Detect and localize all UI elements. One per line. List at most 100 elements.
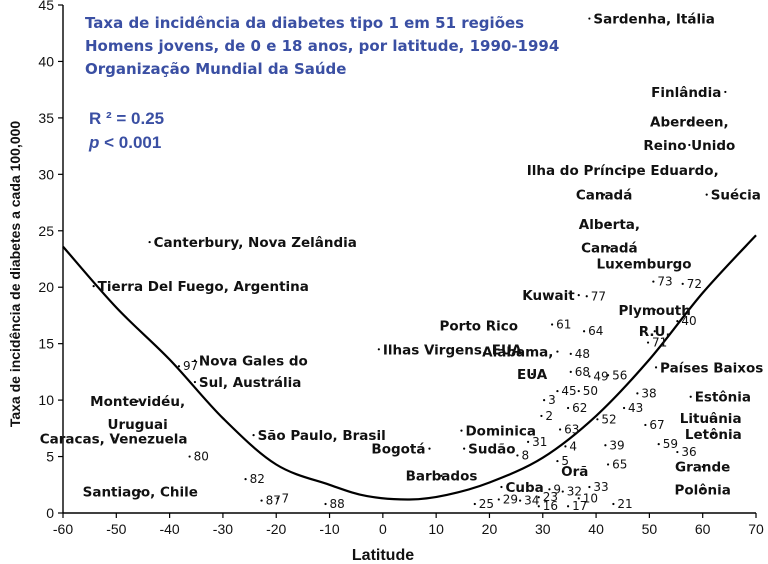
x-tick-label: -30 bbox=[213, 521, 233, 537]
data-point-marker bbox=[92, 284, 95, 288]
point-number-label: 68 bbox=[575, 365, 590, 379]
region-label: Sardenha, Itália bbox=[593, 12, 714, 28]
x-tick-label: 50 bbox=[642, 521, 658, 537]
numbered-data-point: 62 bbox=[566, 401, 587, 415]
data-point-marker bbox=[276, 497, 279, 500]
labeled-data-point: Aberdeen, bbox=[650, 114, 729, 130]
numbered-data-point: 65 bbox=[606, 457, 627, 471]
region-label: Tierra Del Fuego, Argentina bbox=[98, 279, 309, 295]
data-point-marker bbox=[608, 222, 611, 226]
point-number-label: 77 bbox=[591, 289, 606, 303]
point-number-label: 67 bbox=[649, 418, 664, 432]
labeled-data-point: São Paulo, Brasil bbox=[252, 428, 386, 444]
labeled-data-point: Cuba bbox=[500, 480, 544, 496]
labeled-data-point: Kuwait bbox=[522, 288, 580, 304]
labeled-data-point: Letônia bbox=[685, 427, 742, 443]
data-point-marker bbox=[558, 428, 562, 431]
labeled-data-point: Santiago, Chile bbox=[83, 485, 198, 501]
numbered-data-point: 33 bbox=[588, 480, 609, 494]
y-tick-label: 35 bbox=[38, 110, 54, 126]
labeled-data-point: Reino Unido bbox=[643, 138, 735, 154]
data-point-marker bbox=[604, 444, 607, 447]
data-point-marker bbox=[260, 499, 263, 502]
point-number-label: 21 bbox=[617, 497, 632, 511]
y-tick-label: 15 bbox=[38, 336, 54, 352]
x-tick-label: -10 bbox=[319, 521, 339, 537]
point-number-label: 56 bbox=[612, 368, 627, 382]
y-axis-title: Taxa de incidência de diabetes a cada 10… bbox=[7, 121, 23, 428]
labeled-data-point: Canterbury, Nova Zelândia bbox=[148, 235, 357, 251]
p-value-threshold: < 0.001 bbox=[99, 133, 161, 152]
point-number-label: 40 bbox=[681, 314, 696, 328]
labeled-data-point: Grande bbox=[675, 460, 730, 476]
point-number-label: 7 bbox=[282, 491, 290, 505]
numbered-data-point: 4 bbox=[564, 439, 577, 453]
data-point-marker bbox=[556, 350, 559, 353]
data-point-marker bbox=[701, 465, 704, 468]
data-point-marker bbox=[537, 496, 540, 499]
data-point-marker bbox=[537, 505, 540, 508]
data-point-marker bbox=[548, 488, 551, 491]
region-label: Dominica bbox=[465, 424, 536, 440]
numbered-data-point: 7 bbox=[276, 491, 289, 505]
data-point-marker bbox=[244, 478, 247, 481]
data-point-marker bbox=[596, 418, 599, 421]
data-point-marker bbox=[543, 399, 546, 402]
data-point-marker bbox=[577, 294, 580, 297]
region-label: Suécia bbox=[711, 188, 761, 204]
numbered-data-point: 49 bbox=[588, 369, 609, 383]
point-number-label: 31 bbox=[532, 435, 547, 449]
data-point-marker bbox=[709, 417, 712, 420]
labeled-data-point: Sul, Austrália bbox=[193, 375, 301, 391]
data-points: Sardenha, Itália Finlândia Aberdeen, Reino … bbox=[40, 12, 764, 514]
numbered-data-point: 40 bbox=[676, 314, 697, 328]
region-label: Uruguai bbox=[108, 417, 168, 433]
point-number-label: 2 bbox=[545, 409, 553, 423]
point-number-label: 36 bbox=[681, 445, 696, 459]
numbered-data-point: 8 bbox=[516, 448, 529, 462]
point-number-label: 63 bbox=[564, 422, 579, 436]
y-tick-label: 45 bbox=[38, 0, 54, 13]
labeled-data-point: Plymouth bbox=[619, 303, 691, 319]
numbered-data-point: 59 bbox=[657, 437, 678, 451]
data-point-marker bbox=[527, 440, 530, 443]
trend-curve bbox=[62, 234, 757, 501]
numbered-data-point: 5 bbox=[556, 454, 569, 468]
y-tick-label: 25 bbox=[38, 223, 54, 239]
numbered-data-point: 63 bbox=[558, 422, 579, 436]
point-number-label: 29 bbox=[503, 492, 518, 506]
region-label: Canadá bbox=[581, 241, 638, 257]
point-number-label: 33 bbox=[593, 480, 608, 494]
numbered-data-point: 52 bbox=[596, 412, 617, 426]
numbered-data-point: 38 bbox=[636, 386, 657, 400]
region-label: Orã bbox=[561, 464, 588, 480]
point-number-label: 17 bbox=[572, 499, 587, 513]
region-label: Caracas, Venezuela bbox=[40, 431, 188, 447]
data-point-marker bbox=[701, 488, 704, 491]
data-point-marker bbox=[724, 90, 727, 94]
numbered-data-point: 45 bbox=[556, 384, 577, 398]
numbered-data-point: 25 bbox=[473, 497, 494, 511]
labeled-data-point: Uruguai bbox=[108, 417, 168, 433]
y-tick-label: 20 bbox=[38, 279, 54, 295]
data-point-marker bbox=[653, 330, 656, 333]
point-number-label: 88 bbox=[330, 497, 345, 511]
region-label: Plymouth bbox=[619, 303, 691, 319]
data-point-marker bbox=[569, 370, 572, 373]
x-tick-label: 70 bbox=[748, 521, 764, 537]
tick-marks: -60 -50 -40 -30 -20 -10 0 10 20 30 40 50 60 70 0 5 10 15 2… bbox=[38, 0, 764, 537]
numbered-data-point: 48 bbox=[569, 347, 590, 361]
data-point-marker bbox=[566, 505, 570, 508]
data-point-marker bbox=[612, 502, 615, 506]
data-point-marker bbox=[148, 240, 151, 244]
labeled-data-point: Dominica bbox=[460, 424, 536, 440]
labeled-data-point: Orã bbox=[561, 464, 588, 480]
numbered-data-point: 87 bbox=[260, 494, 281, 508]
data-point-marker bbox=[550, 323, 554, 326]
numbered-data-point: 61 bbox=[550, 317, 571, 331]
numbered-data-point: 82 bbox=[244, 472, 265, 486]
labeled-data-point: Nova Gales do bbox=[193, 354, 308, 370]
region-label: Alberta, bbox=[579, 217, 640, 233]
region-label: Montevidéu, bbox=[90, 394, 185, 410]
data-point-marker bbox=[585, 295, 588, 298]
